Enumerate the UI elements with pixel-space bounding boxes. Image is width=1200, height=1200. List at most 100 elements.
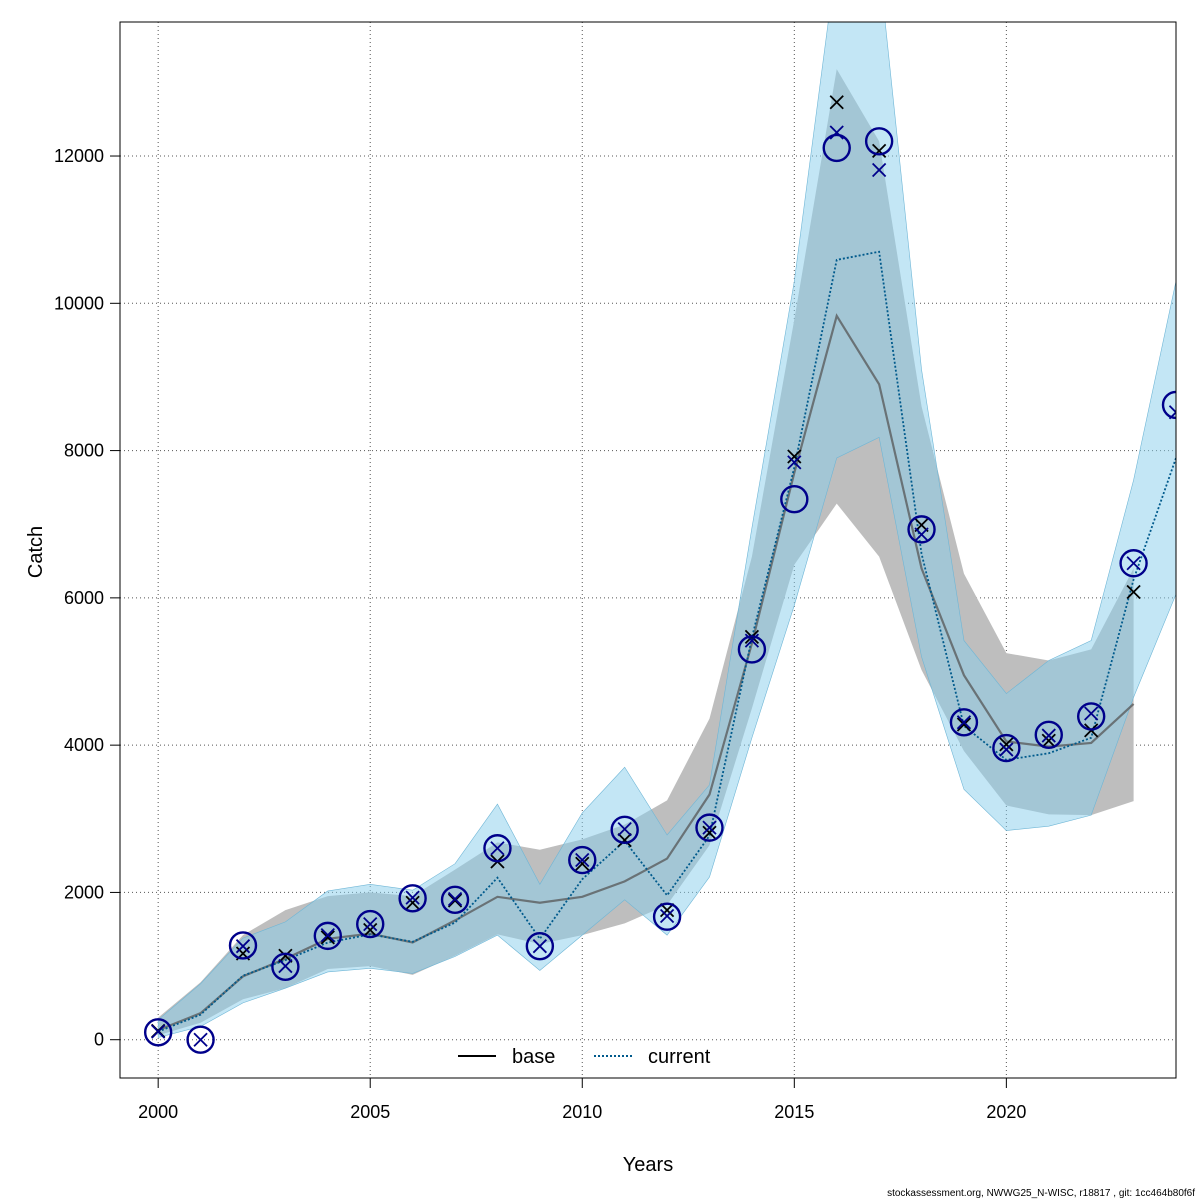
- current-observation-circle: [907, 515, 936, 544]
- cross-stroke: [956, 715, 972, 730]
- cross-stroke: [1041, 728, 1056, 743]
- cross-stroke: [999, 737, 1014, 752]
- current-observation-circle: [737, 635, 767, 664]
- cross-stroke: [235, 939, 251, 954]
- current-observation-circle: [864, 127, 894, 156]
- current-observation-cross: [702, 820, 717, 835]
- current-observation-cross: [1041, 728, 1056, 743]
- base-observation-cross: [787, 449, 802, 464]
- base-observation-cross: [405, 895, 420, 910]
- cross-stroke: [405, 890, 420, 905]
- current-observation-cross: [320, 928, 335, 943]
- current-observation-cross: [235, 939, 251, 954]
- series-line-current: [157, 250, 1176, 1033]
- x-tick-label: 2005: [350, 1102, 390, 1122]
- base-observation-cross: [999, 737, 1014, 752]
- cross-stroke: [320, 928, 335, 943]
- current-observation-circle: [356, 909, 385, 939]
- base-observation-cross: [1126, 584, 1141, 600]
- confidence-bands: [157, 22, 1176, 1038]
- current-observation-circle: [1119, 549, 1148, 578]
- cross-stroke: [1041, 733, 1056, 748]
- cross-stroke: [363, 916, 378, 932]
- confidence-band-current: [157, 22, 1176, 1038]
- cross-stroke: [490, 841, 505, 856]
- cross-stroke: [1126, 556, 1141, 571]
- current-observation-circle: [398, 884, 427, 913]
- base-observation-cross: [659, 902, 675, 918]
- current-observation-circle: [992, 733, 1021, 763]
- cross-stroke: [702, 825, 717, 840]
- cross-stroke: [659, 902, 675, 918]
- current-observation-cross: [617, 821, 632, 837]
- current-observation-circle: [186, 1025, 215, 1054]
- cross-stroke: [871, 143, 887, 159]
- y-tick-label: 2000: [64, 882, 104, 902]
- cross-stroke: [151, 1024, 166, 1039]
- current-observation-cross: [999, 742, 1014, 757]
- cross-stroke: [320, 930, 335, 945]
- base-observation-cross: [617, 833, 632, 848]
- base-observation-cross: [320, 930, 335, 945]
- current-observation-circle: [525, 931, 555, 961]
- current-observation-circle: [1076, 702, 1106, 731]
- base-observation-cross: [575, 856, 590, 871]
- current-observation-cross: [363, 916, 378, 932]
- y-tick-label: 8000: [64, 441, 104, 461]
- base-observation-cross: [956, 717, 972, 732]
- legend-label-current: current: [648, 1046, 711, 1068]
- current-observation-circle: [313, 921, 343, 951]
- base-observation-cross: [363, 922, 378, 938]
- cross-stroke: [999, 742, 1014, 757]
- cross-stroke: [956, 717, 972, 732]
- cross-stroke: [829, 95, 844, 110]
- current-observation-cross: [914, 527, 929, 542]
- current-observation-circle: [652, 902, 682, 931]
- cross-stroke: [617, 821, 632, 837]
- y-axis: 0 2000 4000 6000 8000 10000 12000: [54, 146, 121, 1050]
- current-observation-circle: [949, 708, 979, 737]
- x-axis: 2000 2005 2010 2015 2020: [138, 1077, 1026, 1122]
- cross-stroke: [871, 162, 887, 178]
- y-tick-label: 10000: [54, 293, 104, 313]
- cross-stroke: [1168, 405, 1176, 414]
- current-observation-cross: [659, 908, 675, 924]
- current-observation-cross: [787, 455, 802, 470]
- cross-stroke: [914, 527, 929, 542]
- current-observation-circle: [610, 815, 639, 845]
- x-tick-label: 2000: [138, 1102, 178, 1122]
- x-tick-label: 2015: [774, 1102, 814, 1122]
- cross-stroke: [405, 895, 420, 910]
- cross-stroke: [1126, 584, 1141, 600]
- current-observation-cross: [575, 852, 590, 868]
- current-observation-circle: [780, 484, 809, 514]
- series-lines: [157, 250, 1176, 1033]
- current-observation-cross: [278, 958, 293, 974]
- current-observation-circle: [1034, 720, 1063, 750]
- current-observation-circle: [143, 1018, 173, 1047]
- current-observation-cross: [193, 1032, 208, 1047]
- grid: [120, 22, 1176, 1078]
- cross-stroke: [532, 939, 547, 954]
- current-observation-circle: [695, 813, 724, 842]
- series-line-base: [157, 313, 1135, 1032]
- base-observation-cross: [829, 95, 844, 110]
- x-axis-title: Years: [623, 1154, 673, 1176]
- cross-stroke: [575, 856, 590, 871]
- base-observation-cross: [702, 825, 717, 840]
- cross-stroke: [278, 948, 293, 963]
- current-observation-circle: [440, 885, 470, 914]
- cross-stroke: [787, 449, 802, 464]
- x-tick-label: 2020: [986, 1102, 1026, 1122]
- legend-label-base: base: [512, 1046, 555, 1068]
- cross-stroke: [787, 455, 802, 470]
- observation-points: [143, 95, 1176, 1054]
- current-observation-cross: [151, 1024, 166, 1039]
- cross-stroke: [363, 922, 378, 938]
- current-observation-cross: [447, 891, 463, 907]
- current-observation-cross: [532, 939, 547, 954]
- current-observation-circle: [483, 834, 512, 863]
- legend: base current: [458, 1046, 711, 1068]
- current-observation-cross: [1084, 706, 1099, 721]
- y-tick-label: 12000: [54, 146, 104, 166]
